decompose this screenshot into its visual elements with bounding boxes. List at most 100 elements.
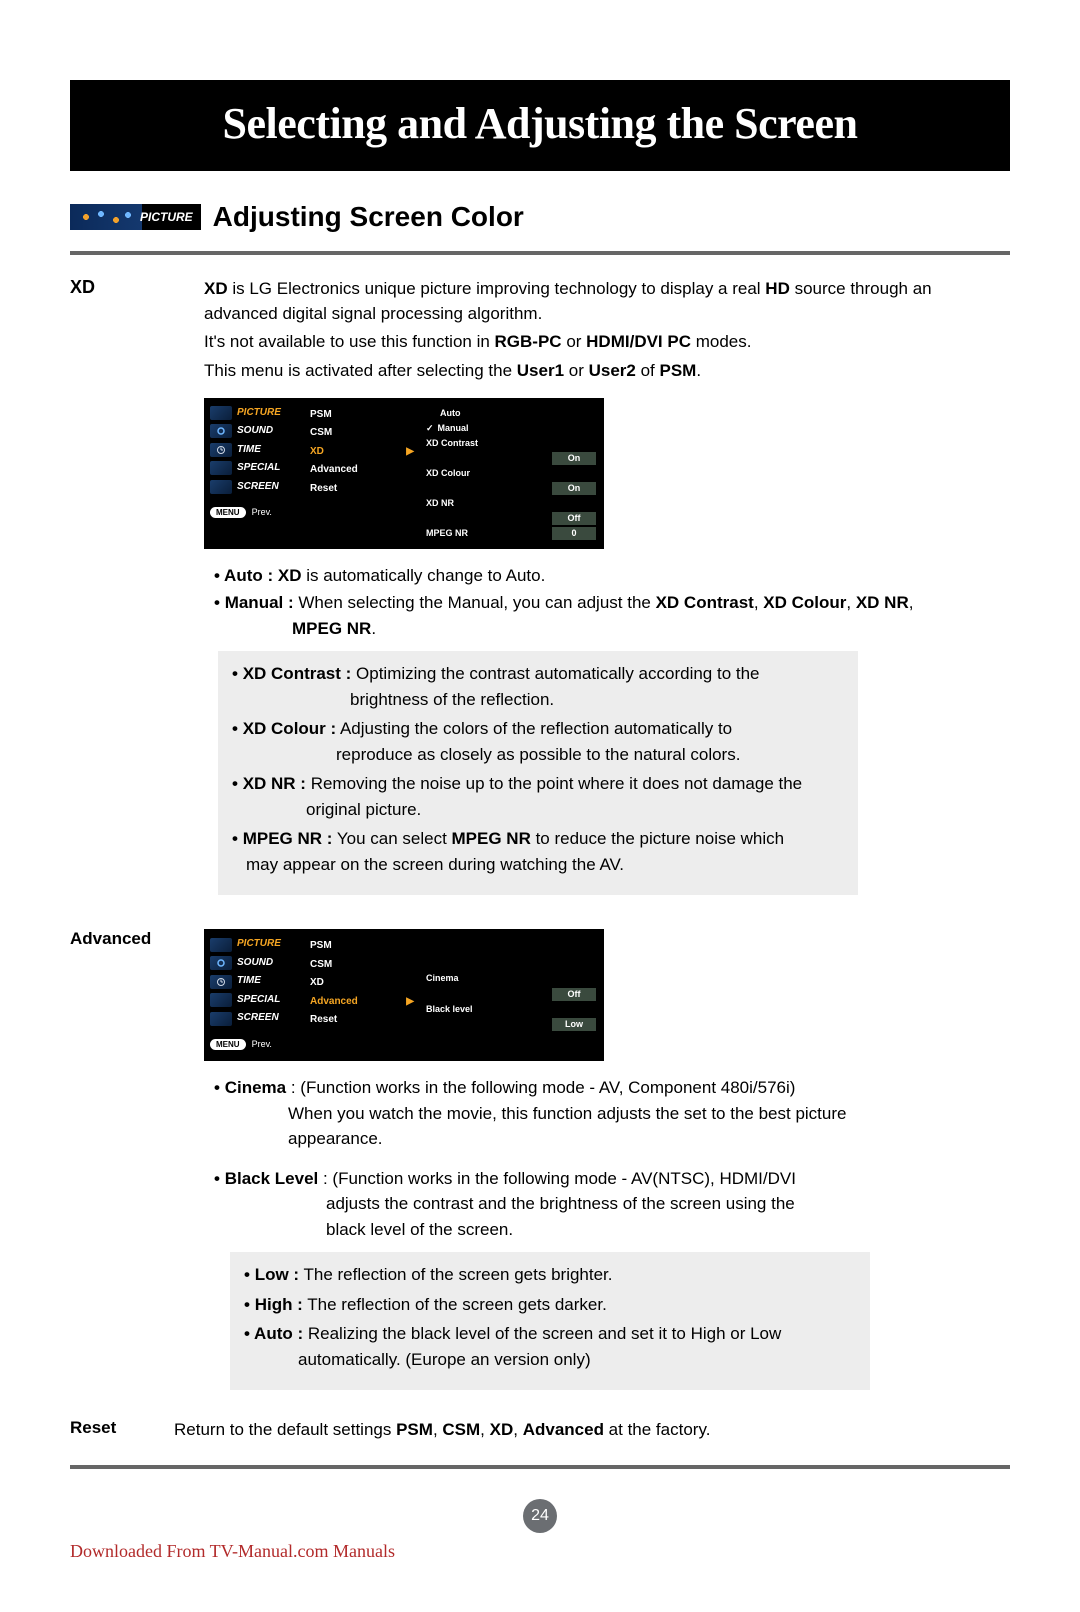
t: TIME [237,974,261,989]
advanced-bullets: Cinema : (Function works in the followin… [214,1075,1010,1152]
r-xdcolour-v: On [426,481,596,496]
t: : (Function works in the following mode … [286,1078,795,1097]
t: or [562,332,587,351]
t: SPECIAL [237,993,280,1008]
t: SOUND [237,956,273,971]
section-header: PICTURE Adjusting Screen Color [70,201,1010,233]
t: CSM [442,1420,480,1439]
side-special-2: SPECIAL [204,991,302,1010]
t: . [371,619,376,638]
xd-body: XD is LG Electronics unique picture impr… [204,277,1010,905]
t: adjusts the contrast and the brightness … [326,1194,795,1213]
t: XD Contrast [426,437,478,450]
t: Auto [440,407,461,420]
t: MPEG NR : [243,829,333,848]
divider [70,251,1010,255]
t: When you watch the movie, this function … [288,1104,846,1123]
t: is LG Electronics unique picture improvi… [228,279,766,298]
t: automatically. (Europe an version only) [298,1350,591,1369]
r-xdnr-v: Off [426,511,596,526]
t: Advanced [523,1420,604,1439]
osd-side-menu: PICTURE SOUND TIME SPECIAL SCREEN MENUPr… [204,398,302,549]
osd-mid-menu: PSM CSM XD▶ Advanced Reset [302,398,422,549]
t: Low : [255,1265,299,1284]
picture-icon [210,406,232,420]
t: , [846,593,855,612]
t: XD Contrast [656,593,754,612]
t: Off [552,988,596,1001]
r-black-v: Low [426,1017,596,1032]
mid-xd-2: XD [308,974,416,993]
osd-screenshot-xd: PICTURE SOUND TIME SPECIAL SCREEN MENUPr… [204,398,604,549]
page-number: 24 [523,1499,557,1533]
mid-advanced-2: Advanced▶ [308,993,416,1012]
screen-icon [210,480,232,494]
t: XD [310,445,324,460]
mid-xd: XD▶ [308,443,416,462]
t: You can select [332,829,451,848]
sound-icon [210,424,232,438]
t: is automatically change to Auto. [301,566,545,585]
t: , [433,1420,442,1439]
t: HDMI/DVI PC [586,332,691,351]
t: at the factory. [604,1420,710,1439]
t: , [754,593,763,612]
r-manual: Manual [426,421,596,436]
t: modes. [691,332,751,351]
mid-reset: Reset [308,480,416,499]
t: PSM [659,361,696,380]
t: User2 [589,361,636,380]
side-screen-2: SCREEN [204,1009,302,1028]
t: SCREEN [237,480,279,495]
t: reproduce as closely as possible to the … [336,745,740,764]
t: or [564,361,589,380]
side-sound-2: SOUND [204,954,302,973]
time-icon [210,443,232,457]
t: original picture. [306,800,421,819]
divider-bottom [70,1465,1010,1469]
screen-icon [210,1012,232,1026]
time-icon [210,975,232,989]
r-xdnr: XD NR [426,496,596,511]
special-icon [210,993,232,1007]
t: Adjusting the colors of the reflection a… [336,719,732,738]
t: 0 [552,527,596,540]
sound-icon [210,956,232,970]
t: appearance. [288,1129,383,1148]
t: black level of the screen. [326,1220,513,1239]
t: Advanced [310,995,358,1010]
t: Prev. [252,1038,272,1051]
side-picture-2: PICTURE [204,935,302,954]
t: Removing the noise up to the point where… [306,774,802,793]
badge-dots-icon [76,209,136,225]
picture-badge: PICTURE [70,204,201,230]
r-xdcolour: XD Colour [426,466,596,481]
t: Black level [426,1003,473,1016]
osd-side-menu-2: PICTURE SOUND TIME SPECIAL SCREEN MENU Pr… [204,929,302,1061]
hd-bold: HD [765,279,790,298]
t: MPEG NR [292,619,371,638]
r-cinema: Cinema [426,971,596,986]
reset-label: Reset [70,1418,150,1447]
t: RGB-PC [495,332,562,351]
t: It's not available to use this function … [204,332,495,351]
t: Auto : [254,1324,303,1343]
menu-prev-2: MENU Prev. [204,1028,302,1055]
advanced-label: Advanced [70,929,180,1400]
t: : (Function works in the following mode … [318,1169,796,1188]
menu-pill: MENU [210,1039,246,1051]
side-picture: PICTURE [204,404,302,423]
menu-pill: MENU [210,507,246,519]
t: Manual [426,422,469,435]
advanced-section: Advanced PICTURE SOUND TIME SPECIAL SCRE… [70,929,1010,1400]
mid-advanced: Advanced [308,461,416,480]
r-xdcontrast: XD Contrast [426,436,596,451]
mid-psm-2: PSM [308,937,416,956]
t: Off [552,512,596,525]
t: Realizing the black level of the screen … [303,1324,781,1343]
t: may appear on the screen during watching… [246,855,624,874]
mid-csm-2: CSM [308,956,416,975]
side-time-2: TIME [204,972,302,991]
manual-page: Selecting and Adjusting the Screen PICTU… [0,0,1080,1612]
t: On [552,482,596,495]
